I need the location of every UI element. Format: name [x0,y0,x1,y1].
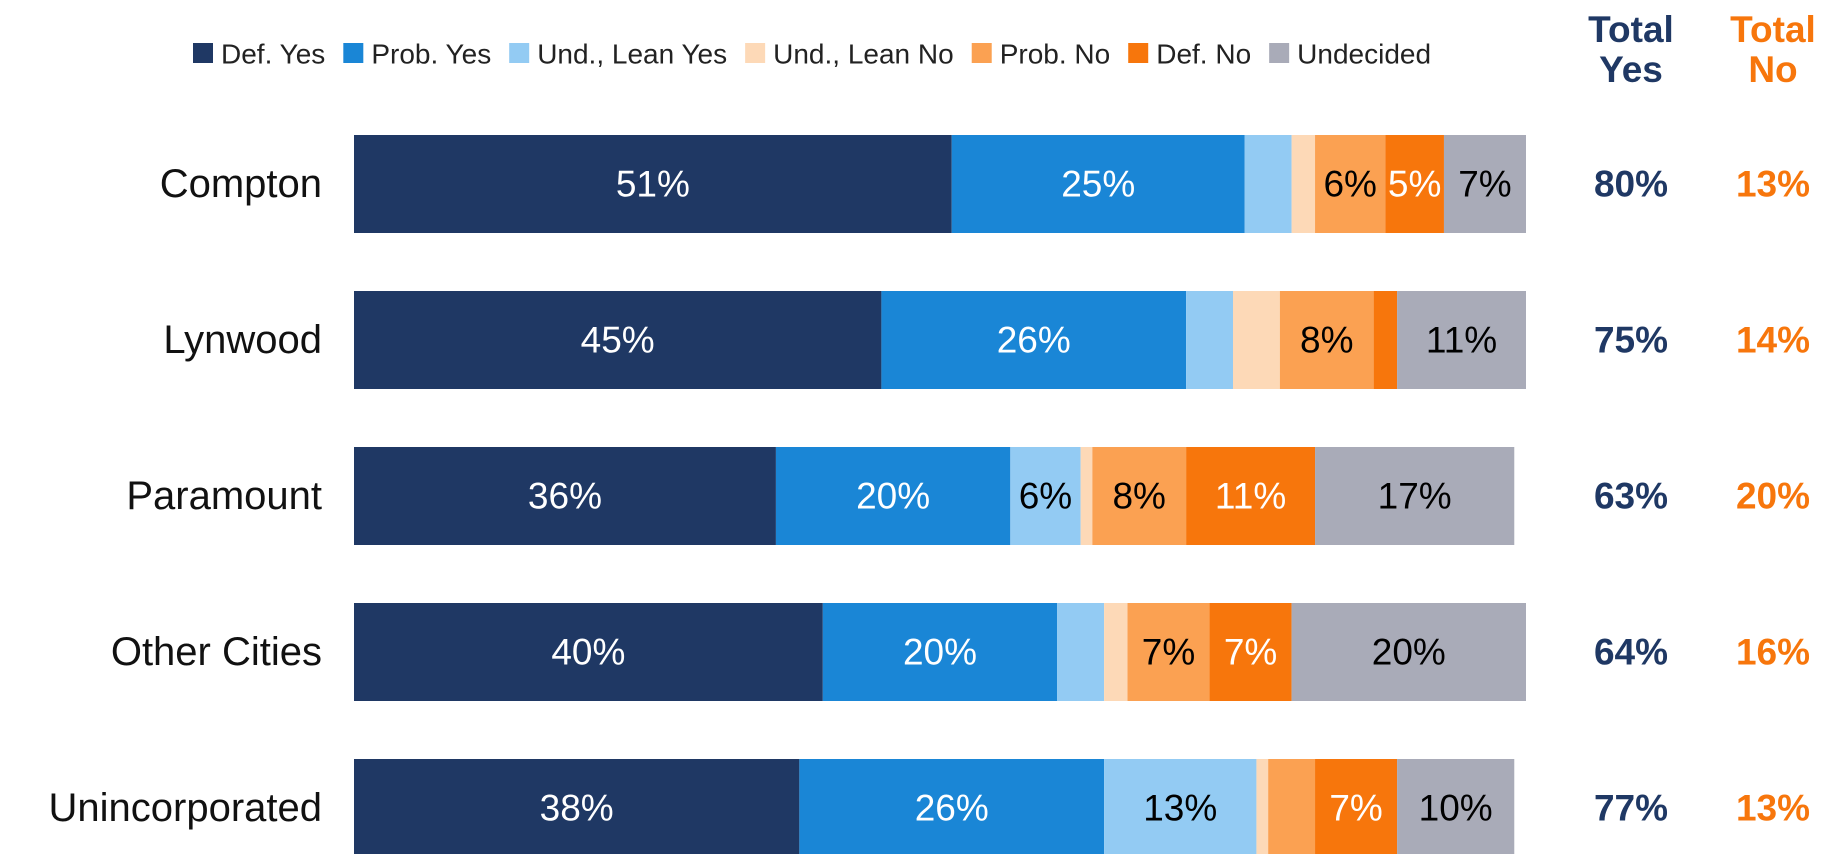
bar-segment [354,135,952,233]
data-label: 38% [540,788,614,829]
total-value: 80% [1594,164,1668,205]
legend-swatch [193,43,213,63]
data-label: 6% [1019,476,1072,517]
data-label: 26% [915,788,989,829]
total-header: Total No [1730,9,1816,90]
bar-segment [1186,447,1316,545]
total-value: 75% [1594,320,1668,361]
data-label: 25% [1061,164,1135,205]
data-label: 51% [616,164,690,205]
bar-segment [1092,447,1187,545]
bar-segment [1291,603,1526,701]
category-label: Lynwood [163,318,322,362]
bar-segment [354,447,776,545]
total-value: 13% [1736,788,1810,829]
data-label: 40% [551,632,625,673]
legend-swatch [1128,43,1149,63]
bar-segment [1397,759,1515,854]
data-label: 45% [581,320,655,361]
bar-segment [1315,135,1386,233]
bar-segment [1385,135,1444,233]
data-label: 11% [1426,320,1497,361]
data-label: 8% [1112,476,1165,517]
legend-swatch [971,43,992,63]
data-label: 20% [903,632,977,673]
legend-label: Prob. Yes [371,39,491,70]
category-label: Unincorporated [49,786,323,830]
bar-segment [1315,447,1515,545]
bar-segment [1244,135,1292,233]
bar-segment [1186,291,1233,389]
data-label: 26% [997,320,1071,361]
category-label: Paramount [126,474,322,518]
legend-label: Undecided [1297,39,1431,70]
data-label: 36% [528,476,602,517]
total-value: 63% [1594,476,1668,517]
bar-segment [1127,603,1210,701]
data-label: 5% [1388,164,1441,205]
bar-segment [1291,135,1316,233]
total-value: 20% [1736,476,1810,517]
data-label: 7% [1142,632,1195,673]
bar-segment [822,603,1058,701]
bar-segment [1279,291,1374,389]
data-label: 20% [1372,632,1446,673]
bar-segment [1315,759,1398,854]
legend-swatch [745,43,766,63]
bar-segment [881,291,1187,389]
data-label: 17% [1378,476,1452,517]
legend-label: Prob. No [1000,39,1111,70]
data-label: 10% [1419,788,1493,829]
bar-segment [775,447,1011,545]
data-label: 7% [1224,632,1277,673]
legend-label: Und., Lean No [773,39,954,70]
legend-swatch [1269,43,1290,63]
total-value: 77% [1594,788,1668,829]
bar-segment [1443,135,1526,233]
bar-segment [354,603,823,701]
data-label: 13% [1143,788,1217,829]
data-label: 7% [1329,788,1382,829]
data-label: 7% [1458,164,1511,205]
bar-segment [1104,759,1257,854]
category-label: Other Cities [111,630,322,674]
bar-segment [1057,603,1105,701]
bar-segment [1233,291,1280,389]
bar-segment [1397,291,1526,389]
bar-segment [354,759,800,854]
data-label: 8% [1300,320,1353,361]
bar-segment [1080,447,1093,545]
data-label: 11% [1215,476,1286,517]
total-header: Total Yes [1588,9,1674,90]
bar-segment [951,135,1245,233]
legend-label: Def. No [1156,39,1251,70]
category-label: Compton [160,162,322,206]
total-value: 13% [1736,164,1810,205]
data-label: 6% [1323,164,1376,205]
legend-swatch [343,43,364,63]
bar-segment [1209,603,1292,701]
total-value: 64% [1594,632,1668,673]
bar-segment [1010,447,1081,545]
total-value: 14% [1736,320,1810,361]
legend-label: Def. Yes [221,39,325,70]
data-label: 20% [856,476,930,517]
bar-segment [1104,603,1128,701]
bar-segment [1373,291,1398,389]
bar-segment [1256,759,1269,854]
total-value: 16% [1736,632,1810,673]
bar-segment [1268,759,1316,854]
legend-label: Und., Lean Yes [537,39,727,70]
bar-segment [354,291,882,389]
bar-segment [799,759,1105,854]
legend-swatch [509,43,530,63]
